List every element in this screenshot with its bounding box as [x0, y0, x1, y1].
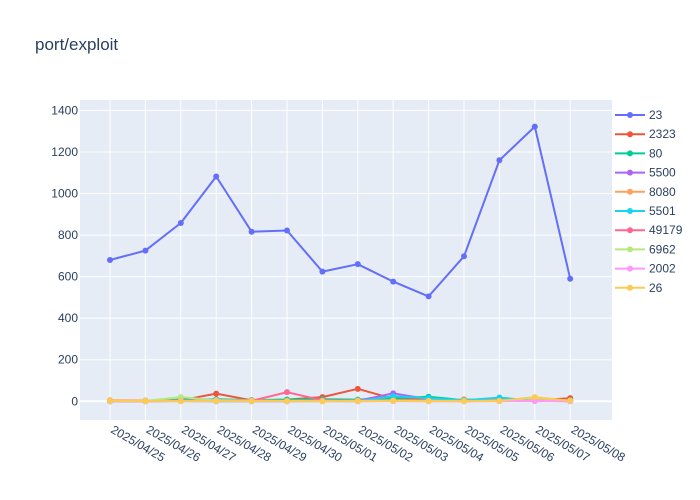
data-point-26[interactable] — [354, 398, 361, 405]
legend-label: 2002 — [649, 262, 676, 276]
y-tick-label: 600 — [58, 270, 78, 284]
data-point-23[interactable] — [319, 268, 326, 275]
legend-item-23[interactable]: 23 — [615, 108, 663, 122]
data-point-26[interactable] — [390, 397, 397, 404]
legend-label: 8080 — [649, 185, 676, 199]
data-point-23[interactable] — [248, 228, 255, 235]
data-point-2323[interactable] — [213, 390, 220, 397]
data-point-26[interactable] — [177, 398, 184, 405]
series-line-23 — [109, 125, 572, 298]
legend-item-5501[interactable]: 5501 — [615, 204, 676, 218]
data-point-26[interactable] — [248, 398, 255, 405]
legend-marker-icon — [627, 208, 633, 214]
data-point-49179[interactable] — [284, 389, 290, 396]
data-point-23[interactable] — [531, 123, 538, 130]
legend-marker-icon — [627, 188, 633, 195]
data-point-23[interactable] — [213, 173, 220, 180]
data-point-23[interactable] — [425, 293, 432, 300]
legend-item-8080[interactable]: 8080 — [615, 185, 676, 199]
legend-label: 49179 — [649, 223, 683, 237]
data-point-26[interactable] — [142, 398, 149, 405]
data-point-26[interactable] — [531, 394, 538, 401]
y-axis: 0 200 400 600 800 1000 1200 1400 — [51, 103, 78, 408]
data-point-23[interactable] — [567, 275, 574, 282]
data-point-26[interactable] — [496, 397, 503, 404]
data-point-23[interactable] — [142, 247, 149, 254]
y-tick-label: 200 — [58, 353, 78, 367]
y-tick-label: 400 — [58, 311, 78, 325]
legend-marker-icon — [627, 284, 633, 291]
legend-item-5500[interactable]: 5500 — [615, 166, 676, 180]
y-tick-label: 1400 — [51, 103, 78, 117]
legend-label: 5501 — [649, 204, 676, 218]
data-point-2323[interactable] — [354, 385, 361, 392]
series-23 — [107, 123, 574, 300]
data-point-23[interactable] — [284, 227, 290, 234]
legend-item-80[interactable]: 80 — [615, 146, 663, 160]
legend-marker-icon — [627, 227, 633, 234]
series-26 — [107, 394, 574, 405]
data-point-26[interactable] — [319, 398, 326, 405]
data-point-26[interactable] — [567, 397, 574, 404]
data-point-23[interactable] — [354, 261, 361, 268]
legend-label: 80 — [649, 146, 663, 160]
data-point-26[interactable] — [107, 397, 113, 404]
data-point-23[interactable] — [177, 220, 184, 227]
y-tick-label: 1000 — [51, 187, 78, 201]
legend-marker-icon — [627, 169, 633, 176]
plot-area — [80, 100, 612, 420]
legend-item-49179[interactable]: 49179 — [615, 223, 683, 237]
legend-marker-icon — [627, 112, 633, 118]
legend-label: 2323 — [649, 127, 676, 141]
legend-label: 5500 — [649, 166, 676, 180]
data-point-23[interactable] — [461, 253, 467, 260]
series-line-26 — [109, 396, 571, 403]
data-point-26[interactable] — [284, 398, 290, 405]
legend-marker-icon — [627, 131, 633, 138]
legend-item-6962[interactable]: 6962 — [615, 242, 676, 256]
data-point-26[interactable] — [461, 398, 467, 405]
data-point-23[interactable] — [107, 257, 113, 263]
legend-marker-icon — [627, 150, 633, 157]
data-point-5501[interactable] — [390, 393, 397, 400]
legend-label: 23 — [649, 108, 663, 122]
chart-title: port/exploit — [35, 35, 118, 54]
data-point-23[interactable] — [496, 157, 503, 164]
legend-marker-icon — [627, 246, 633, 253]
data-point-26[interactable] — [425, 398, 432, 405]
y-tick-label: 0 — [71, 394, 78, 408]
legend-label: 26 — [649, 281, 663, 295]
legend-marker-icon — [627, 265, 633, 272]
series-layer — [107, 123, 574, 405]
legend-item-2002[interactable]: 2002 — [615, 262, 676, 276]
data-point-23[interactable] — [390, 278, 397, 285]
y-tick-label: 800 — [58, 228, 78, 242]
legend-item-2323[interactable]: 2323 — [615, 127, 676, 141]
y-tick-label: 1200 — [51, 145, 78, 159]
data-point-26[interactable] — [213, 398, 220, 405]
legend-item-26[interactable]: 26 — [615, 281, 663, 295]
legend-label: 6962 — [649, 242, 676, 256]
